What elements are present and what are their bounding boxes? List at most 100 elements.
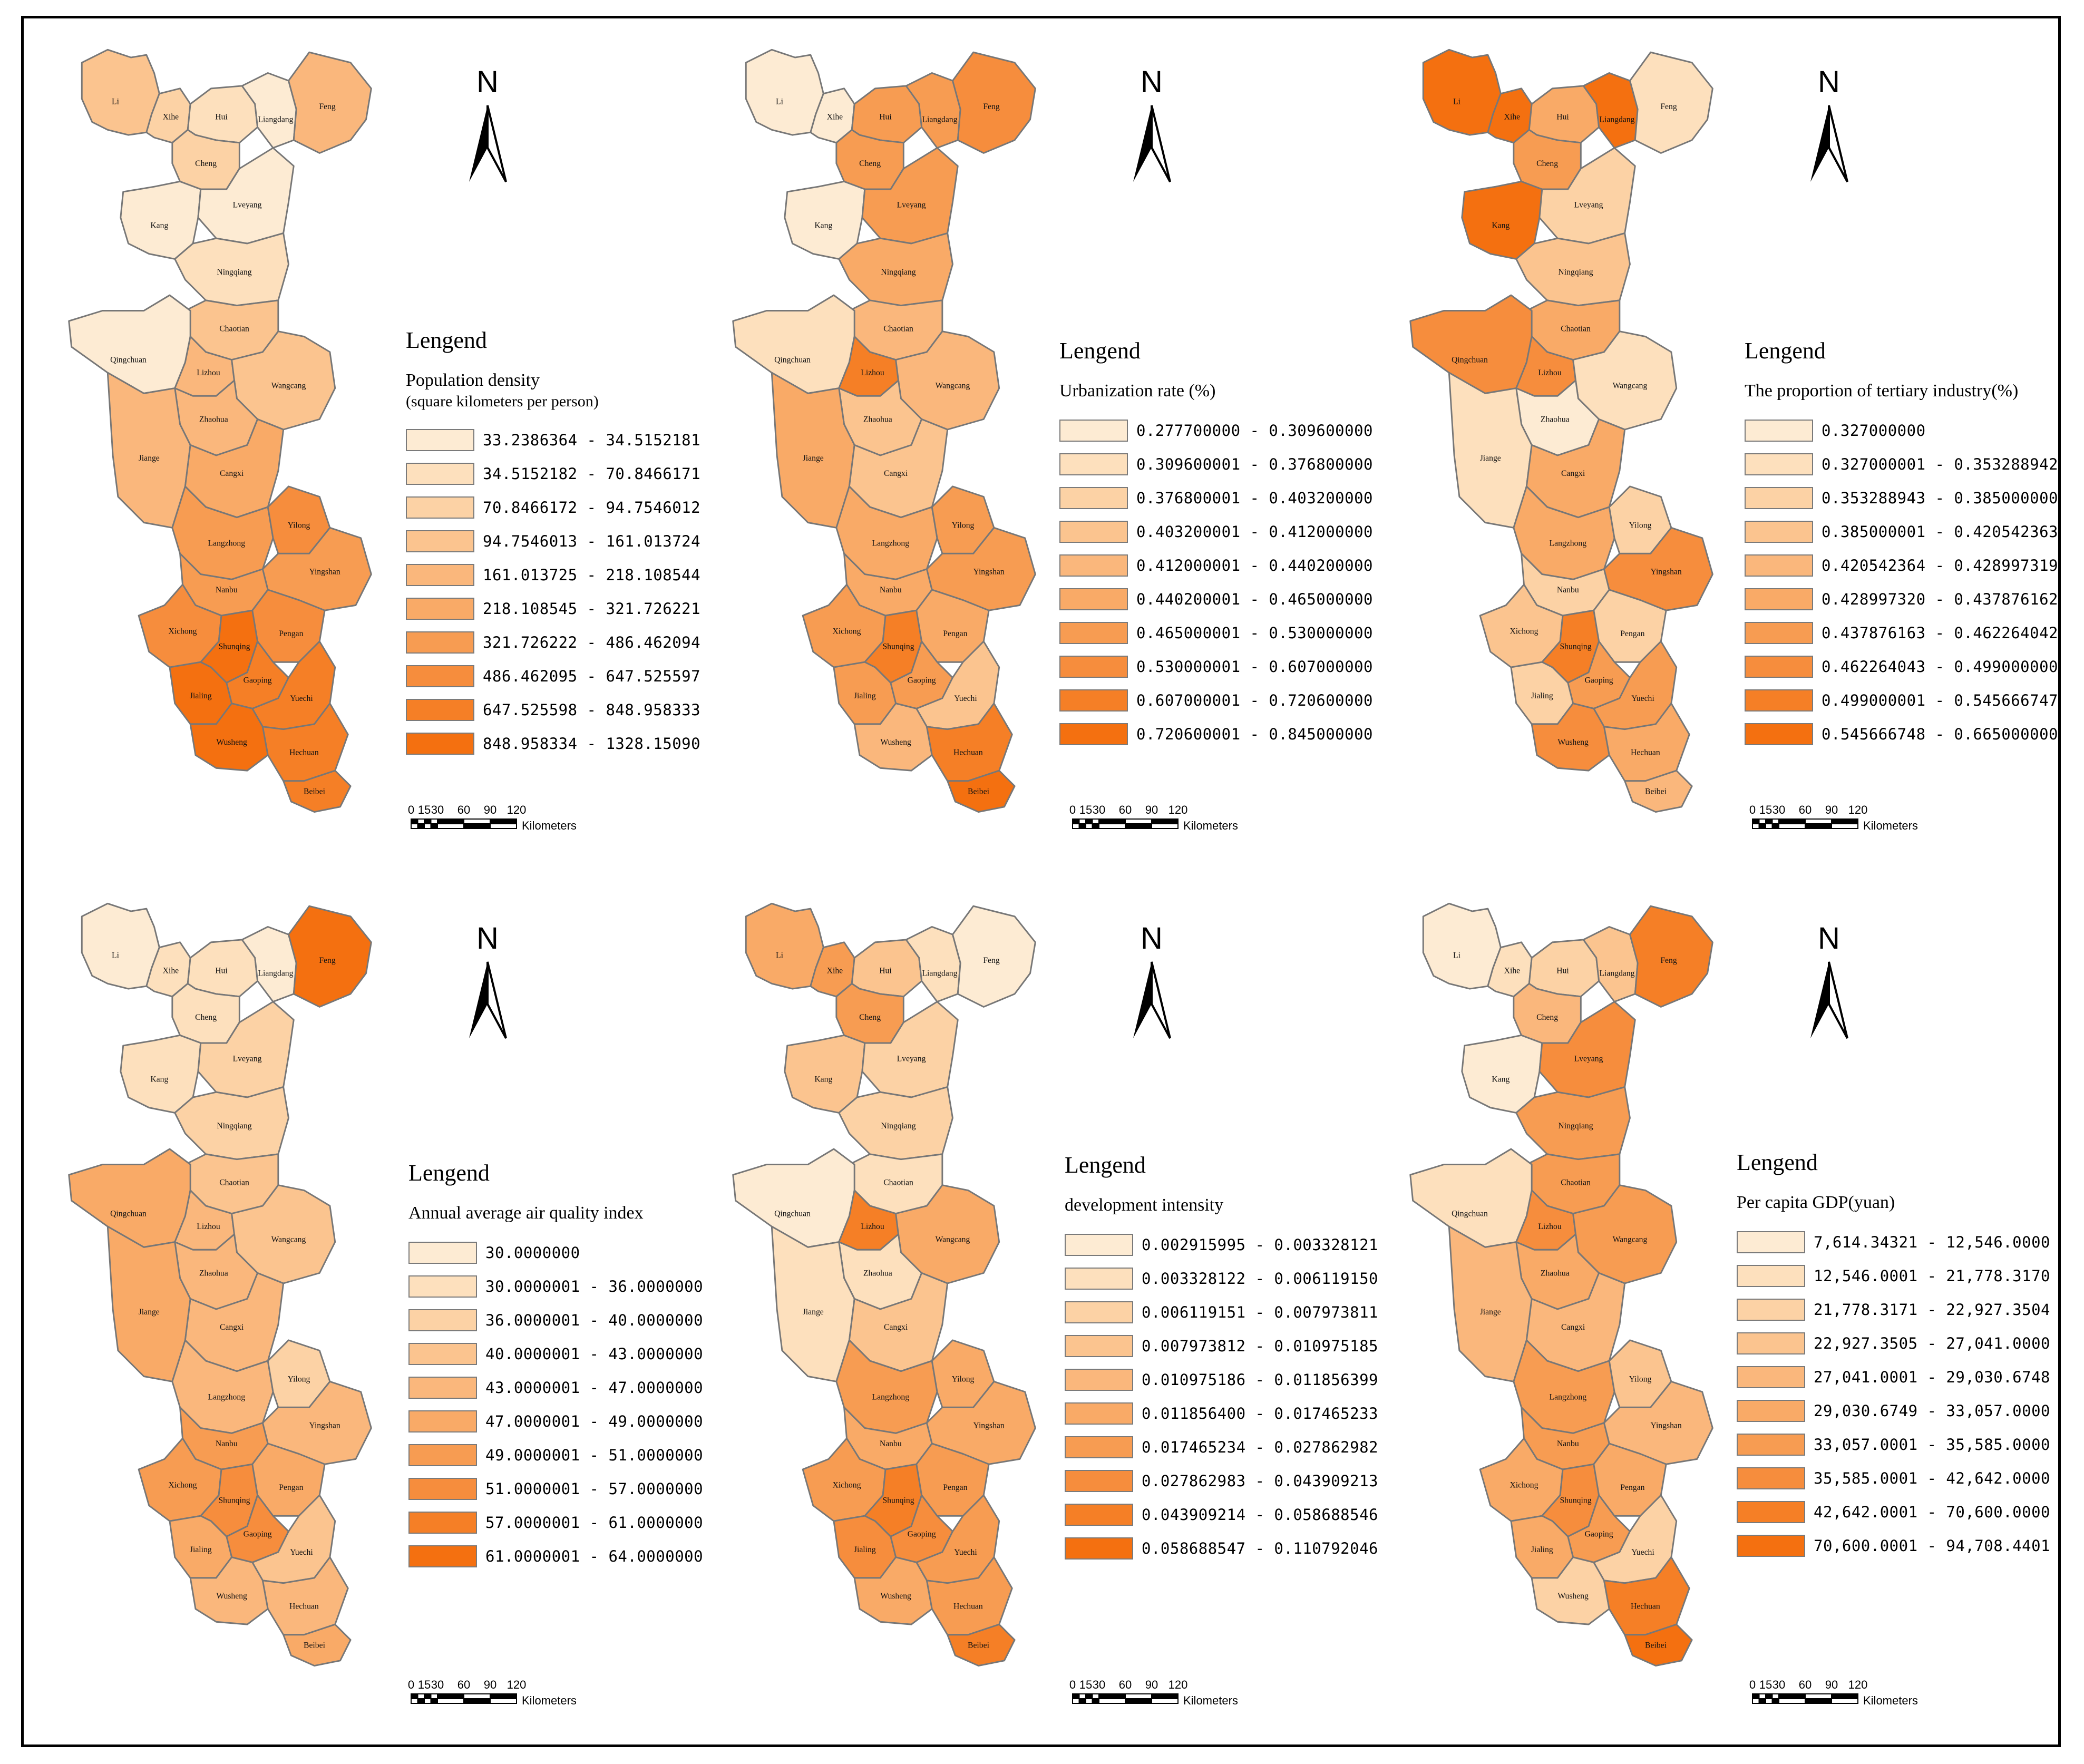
district-label: Lveyang (897, 200, 926, 209)
district-label: Qingchuan (1452, 356, 1488, 365)
legend-range-label: 21,778.3171 - 22,927.3504 (1814, 1301, 2050, 1319)
legend-swatch (408, 1275, 477, 1298)
district-lveyang (861, 147, 959, 245)
scale-segment (1098, 1693, 1126, 1699)
legend-swatch (1745, 420, 1813, 442)
legend-swatch (406, 463, 474, 485)
legend-swatch (1059, 622, 1128, 644)
legend-item: 0.499000001 - 0.545666747 (1745, 684, 2058, 717)
legend-item: 0.545666748 - 0.665000000 (1745, 717, 2058, 751)
legend-range-label: 0.327000000 (1822, 422, 1926, 440)
legend-swatch (1059, 723, 1128, 745)
legend-items: 33.2386364 - 34.5152181 34.5152182 - 70.8… (406, 423, 700, 761)
legend-item: 61.0000001 - 64.0000000 (408, 1539, 703, 1573)
district-label: Wangcang (936, 1235, 970, 1244)
district-label: Qingchuan (1452, 1210, 1488, 1219)
legend-item: 0.376800001 - 0.403200000 (1059, 481, 1373, 515)
district-label: Shunqing (882, 1496, 914, 1505)
district-label: Wusheng (216, 738, 247, 747)
legend-range-label: 0.010975186 - 0.011856399 (1142, 1371, 1378, 1389)
north-arrow: N (453, 920, 522, 1046)
scale-segment (1765, 1698, 1773, 1704)
district-yingshan (1603, 1380, 1713, 1465)
legend-swatch (1065, 1470, 1133, 1492)
district-label: Hui (879, 113, 892, 122)
district-label: Nanbu (1557, 586, 1579, 595)
district-yingshan (261, 1380, 372, 1465)
district-feng (951, 905, 1036, 1008)
legend-swatch (1065, 1436, 1133, 1458)
legend-heading: Lengend (1059, 338, 1141, 364)
district-label: Nanbu (216, 1439, 238, 1448)
district-label: Lveyang (233, 200, 262, 209)
legend-item: 0.385000001 - 0.420542363 (1745, 515, 2058, 549)
scale-segment (1125, 1698, 1152, 1704)
legend-item: 0.720600001 - 0.845000000 (1059, 717, 1373, 751)
scale-tick-label: 0 (408, 1678, 414, 1691)
district-label: Feng (319, 956, 336, 965)
district-li (81, 902, 160, 990)
legend-swatch (1737, 1535, 1805, 1557)
scale-segment (490, 818, 517, 824)
district-label: Zhaohua (863, 415, 892, 424)
scale-tick-label: 15 (1079, 1678, 1092, 1691)
scale-bar: 0 15 30 60 90 120 Kilometers (1067, 801, 1289, 843)
district-label: Yuechi (954, 1548, 977, 1557)
district-label: Pengan (943, 629, 967, 638)
legend-item: 647.525598 - 848.958333 (406, 693, 700, 727)
scale-segment (430, 823, 438, 829)
legend-swatch (408, 1377, 477, 1399)
scale-segment (1752, 1698, 1760, 1704)
scale-tick-label: 0 (1069, 803, 1076, 816)
north-arrow-outline (1151, 961, 1171, 1039)
legend-swatch (1745, 521, 1813, 543)
north-arrow: N (1795, 920, 1863, 1046)
legend-range-label: 321.726222 - 486.462094 (483, 634, 701, 651)
district-label: Wusheng (880, 738, 911, 747)
legend-item: 0.327000000 (1745, 414, 2058, 447)
district-label: Langzhong (1550, 539, 1587, 548)
district-qingchuan (732, 1148, 855, 1248)
district-label: Lizhou (1538, 1222, 1562, 1231)
legend-range-label: 0.376800001 - 0.403200000 (1136, 489, 1373, 507)
scale-segment (1752, 1693, 1760, 1699)
legend-range-label: 94.7546013 - 161.013724 (483, 532, 701, 550)
district-qingchuan (732, 294, 855, 394)
legend-swatch (408, 1478, 477, 1500)
legend-range-label: 0.462264043 - 0.499000000 (1822, 658, 2058, 676)
scale-segment (1092, 823, 1099, 829)
legend-swatch (406, 699, 474, 721)
district-lveyang (197, 1001, 295, 1098)
district-lveyang (1538, 147, 1636, 245)
scale-tick-label: 30 (1773, 1678, 1785, 1691)
district-label: Cheng (195, 1013, 217, 1022)
district-label: Cangxi (1561, 1323, 1585, 1332)
legend-range-label: 0.403200001 - 0.412000000 (1136, 523, 1373, 541)
district-wangcang (231, 1184, 336, 1284)
north-arrow-icon (469, 105, 488, 182)
district-label: Yilong (288, 521, 310, 530)
district-label: Zhaohua (199, 1269, 228, 1278)
district-label: Gaoping (908, 1529, 936, 1538)
district-label: Xihe (827, 113, 843, 122)
district-label: Xichong (168, 627, 197, 636)
legend-range-label: 30.0000001 - 36.0000000 (485, 1278, 704, 1295)
scale-bar: 0 15 30 60 90 120 Kilometers (1067, 1676, 1289, 1718)
scale-segment (424, 1693, 432, 1699)
legend-range-label: 161.013725 - 218.108544 (483, 566, 701, 584)
district-label: Jiange (139, 1308, 160, 1317)
scale-segment (1151, 818, 1179, 824)
district-label: Cheng (1536, 159, 1558, 168)
scale-tick-label: 30 (431, 803, 444, 816)
district-label: Zhaohua (863, 1269, 892, 1278)
legend-swatch (1737, 1265, 1805, 1287)
district-qingchuan (1409, 294, 1533, 394)
scale-segment (1805, 823, 1832, 829)
district-label: Gaoping (244, 1529, 272, 1538)
district-label: Li (1453, 951, 1461, 960)
district-lveyang (861, 1001, 959, 1098)
map-legend: Lengend Urbanization rate (%) 0.27770000… (1059, 337, 1373, 751)
district-label: Xichong (1510, 1480, 1538, 1489)
district-label: Yuechi (954, 694, 977, 703)
scale-tick-label: 120 (1168, 803, 1188, 816)
